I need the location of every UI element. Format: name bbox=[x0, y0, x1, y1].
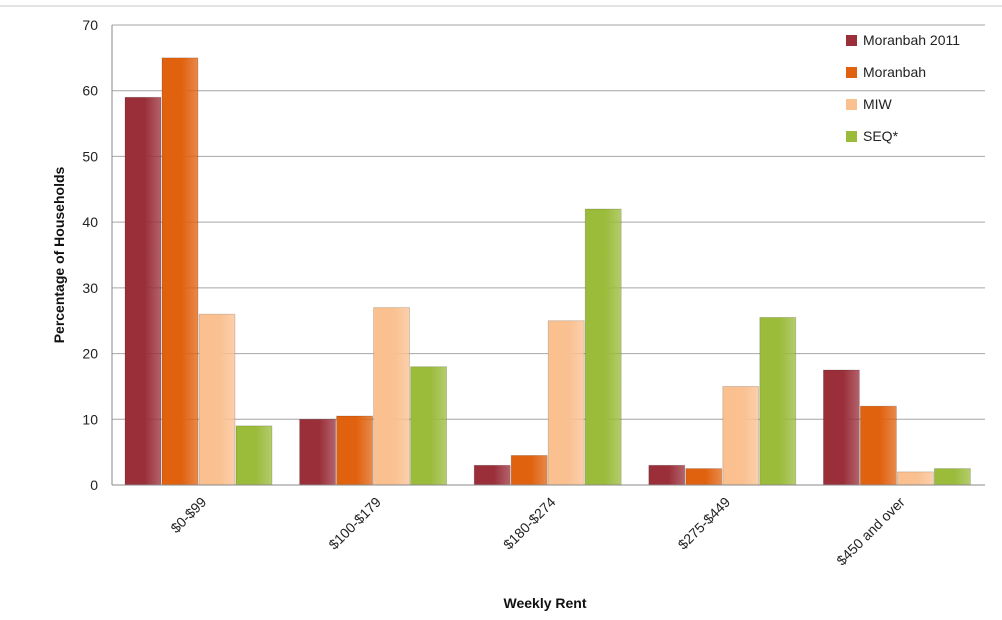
bar bbox=[124, 96, 162, 486]
x-tick-label: $0-$99 bbox=[167, 494, 209, 536]
y-tick-label: 20 bbox=[82, 346, 98, 362]
x-tick-label: $100-$179 bbox=[325, 494, 384, 553]
x-tick-labels: $0-$99 $100-$179 $180-$274 $275-$449 $450 an… bbox=[167, 494, 908, 569]
legend-label: Moranbah 2011 bbox=[863, 32, 960, 48]
x-axis-title: Weekly Rent bbox=[504, 595, 587, 611]
bar bbox=[759, 317, 797, 486]
axes bbox=[111, 25, 985, 486]
bar bbox=[299, 418, 337, 486]
bars bbox=[124, 57, 971, 486]
bar bbox=[198, 313, 236, 486]
bar bbox=[860, 405, 897, 486]
y-tick-label: 40 bbox=[82, 214, 98, 230]
y-tick-label: 70 bbox=[82, 17, 98, 33]
bar bbox=[823, 369, 860, 486]
bar bbox=[473, 464, 511, 486]
y-tick-labels: 0 10 20 30 40 50 60 70 bbox=[82, 17, 98, 493]
bar bbox=[373, 307, 411, 486]
legend-label: SEQ* bbox=[863, 128, 899, 144]
bar bbox=[934, 468, 971, 486]
legend-swatch bbox=[846, 131, 857, 142]
bar bbox=[336, 415, 374, 486]
bar bbox=[235, 425, 273, 486]
y-tick-label: 0 bbox=[90, 477, 98, 493]
legend-swatch bbox=[846, 35, 857, 46]
bar bbox=[897, 471, 934, 486]
y-tick-label: 50 bbox=[82, 148, 98, 164]
bar bbox=[510, 455, 548, 486]
legend-swatch bbox=[846, 99, 857, 110]
y-tick-label: 10 bbox=[82, 411, 98, 427]
bar bbox=[547, 320, 585, 486]
y-tick-label: 60 bbox=[82, 83, 98, 99]
legend: Moranbah 2011 Moranbah MIW SEQ* bbox=[846, 32, 960, 144]
bar bbox=[722, 386, 760, 486]
bar bbox=[161, 57, 199, 486]
bar bbox=[685, 468, 723, 486]
x-tick-label: $275-$449 bbox=[675, 494, 734, 553]
x-tick-label: $450 and over bbox=[833, 494, 908, 569]
bar bbox=[584, 208, 622, 486]
x-tick-label: $180-$274 bbox=[500, 494, 559, 553]
bar bbox=[410, 366, 448, 486]
y-tick-label: 30 bbox=[82, 280, 98, 296]
bar bbox=[648, 464, 686, 486]
legend-label: Moranbah bbox=[863, 64, 926, 80]
y-axis-title: Percentage of Households bbox=[51, 166, 67, 343]
legend-swatch bbox=[846, 67, 857, 78]
legend-label: MIW bbox=[863, 96, 893, 112]
